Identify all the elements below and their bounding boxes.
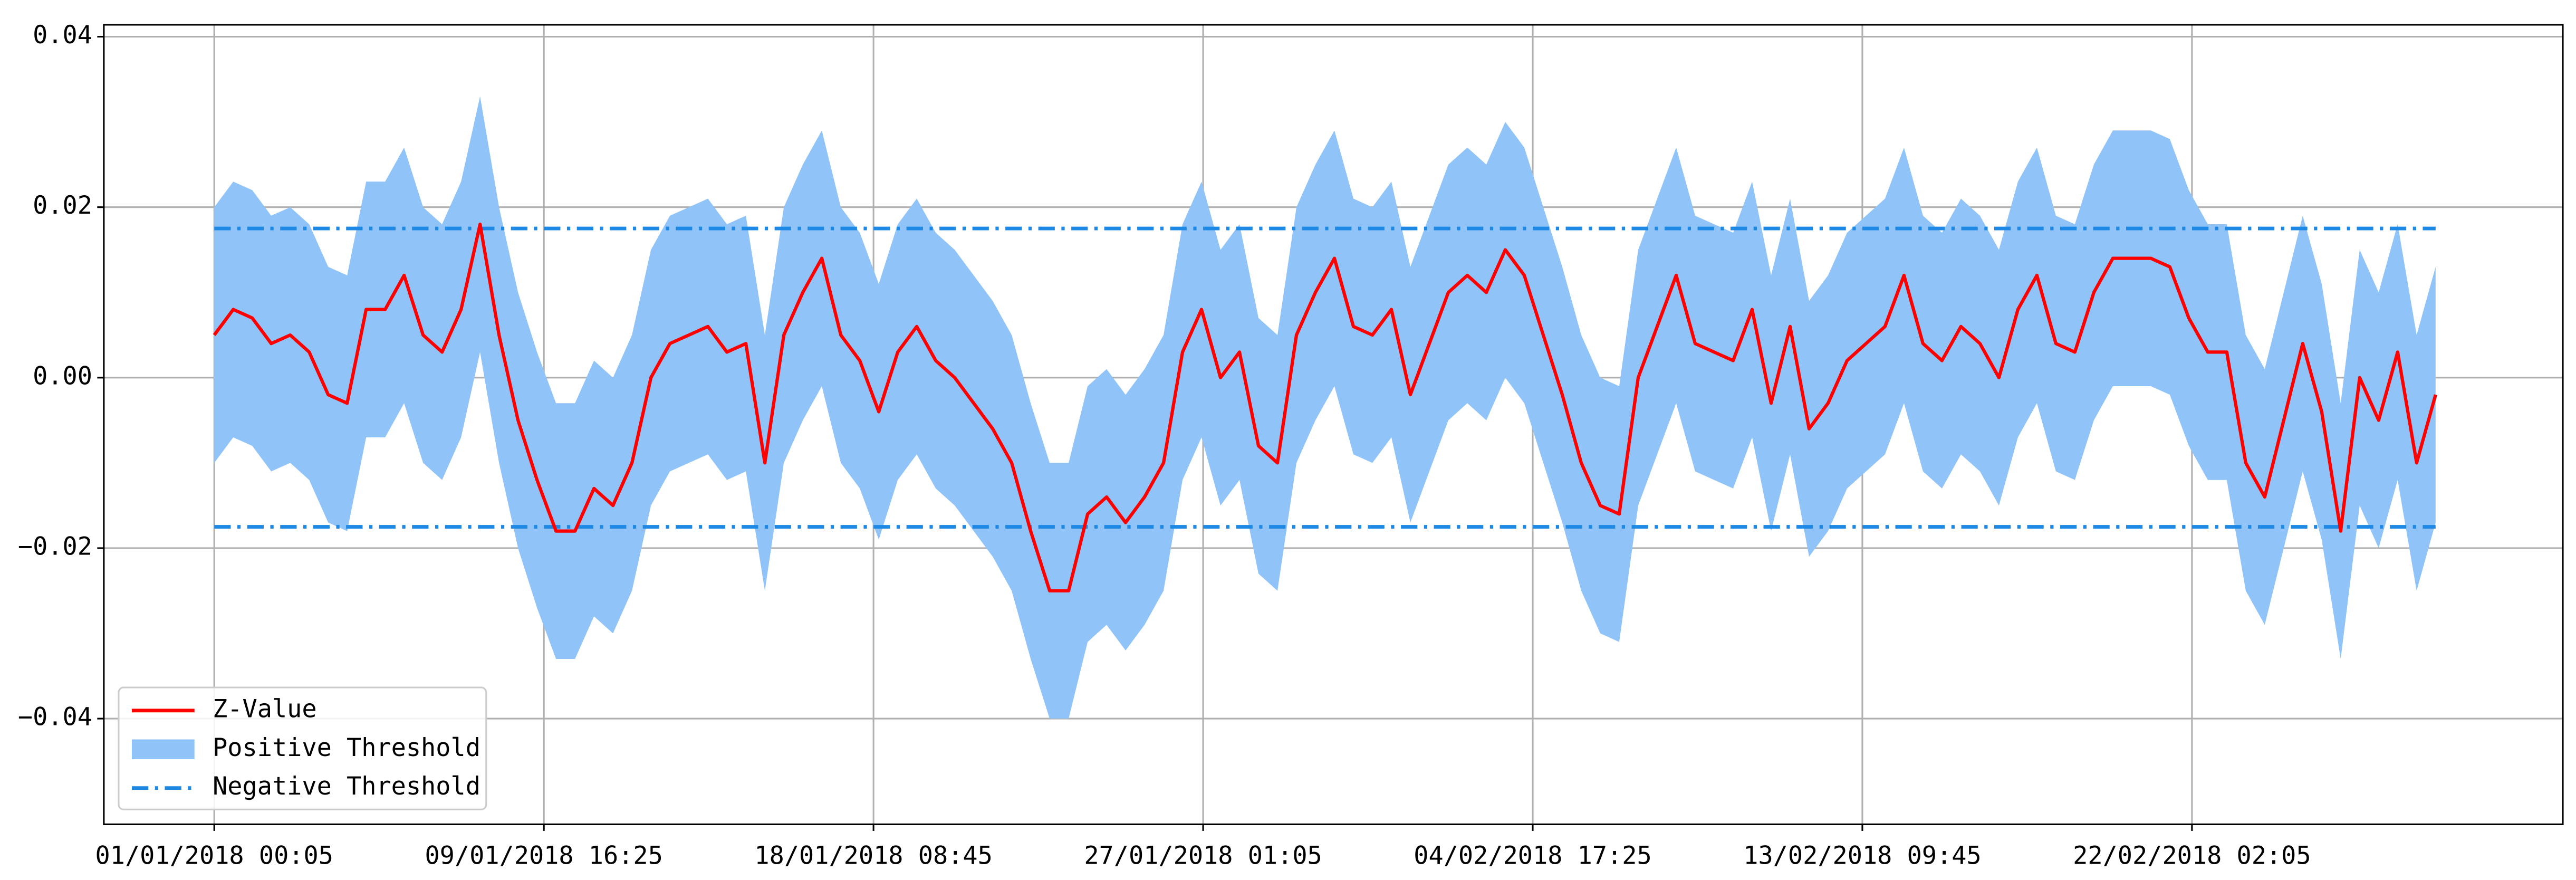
legend: Z-Value Positive Threshold Negative Thresh… — [118, 686, 487, 810]
legend-box — [118, 686, 487, 810]
x-tick-label: 27/01/2018 01:05 — [1084, 841, 1322, 870]
z-value-line — [213, 222, 2437, 592]
legend-swatch — [131, 739, 195, 760]
x-tick-label: 04/02/2018 17:25 — [1414, 841, 1651, 870]
y-tick-label: 0.04 — [33, 21, 92, 50]
threshold-band — [214, 96, 2436, 719]
x-tick-label: 18/01/2018 08:45 — [754, 841, 992, 870]
x-tick-label: 13/02/2018 09:45 — [1743, 841, 1981, 870]
x-tick-label: 22/02/2018 02:05 — [2073, 841, 2311, 870]
legend-label: Z-Value — [213, 694, 316, 723]
x-tick-label: 09/01/2018 16:25 — [425, 841, 662, 870]
y-tick-label: 0.02 — [33, 191, 92, 220]
legend-label: Positive Threshold — [213, 733, 480, 762]
legend-label: Negative Threshold — [213, 772, 480, 801]
x-tick-label: 01/01/2018 00:05 — [95, 841, 333, 870]
plot-frame — [103, 24, 2564, 826]
y-tick-label: −0.04 — [18, 703, 92, 732]
y-tick-label: −0.02 — [18, 532, 92, 561]
y-tick-label: 0.00 — [33, 361, 92, 390]
